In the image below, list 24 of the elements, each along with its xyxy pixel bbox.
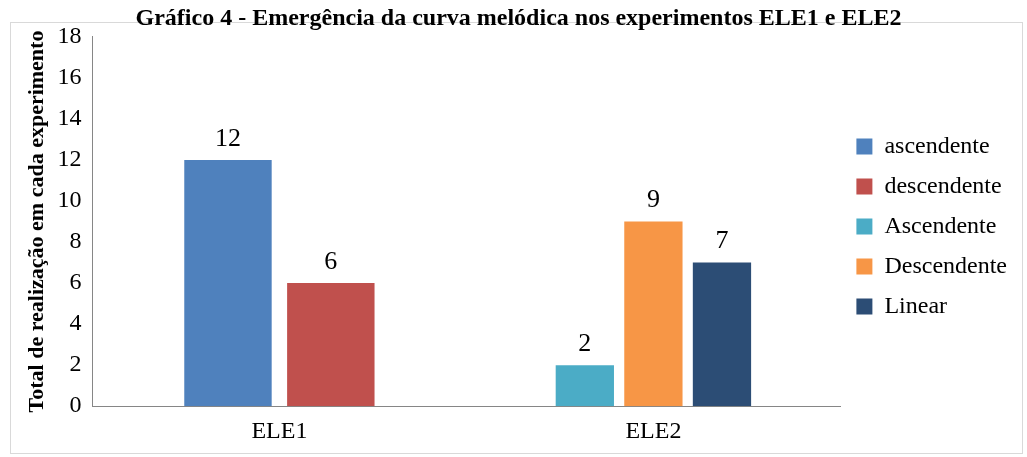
data-label: 12 [214,122,241,152]
legend-label: Linear [884,291,948,318]
y-tick-label: 14 [57,104,82,131]
x-tick-label: ELE1 [251,416,308,443]
data-label: 2 [578,327,592,357]
data-label: 6 [324,245,338,275]
legend-label: descendente [884,171,1002,198]
data-label: 7 [715,225,729,255]
legend-label: Descendente [884,251,1008,278]
y-tick-label: 12 [57,145,82,172]
y-tick-label: 18 [57,22,82,49]
chart-title: Gráfico 4 - Emergência da curva melódica nos experimentos ELE1 e ELE2 [135,3,902,30]
legend-label: Ascendente [884,211,997,238]
y-tick-label: 6 [69,268,82,295]
y-tick-label: 16 [57,63,82,90]
y-tick-label: 4 [69,309,82,336]
legend-label: ascendente [884,131,990,158]
y-tick-label: 10 [57,186,82,213]
y-axis-title: Total de realização em cada experimento [22,30,48,413]
y-tick-label: 2 [69,350,82,377]
y-tick-label: 8 [69,227,82,254]
y-tick-label: 0 [69,391,82,418]
x-tick-label: ELE2 [625,416,682,443]
data-label: 9 [646,184,660,214]
